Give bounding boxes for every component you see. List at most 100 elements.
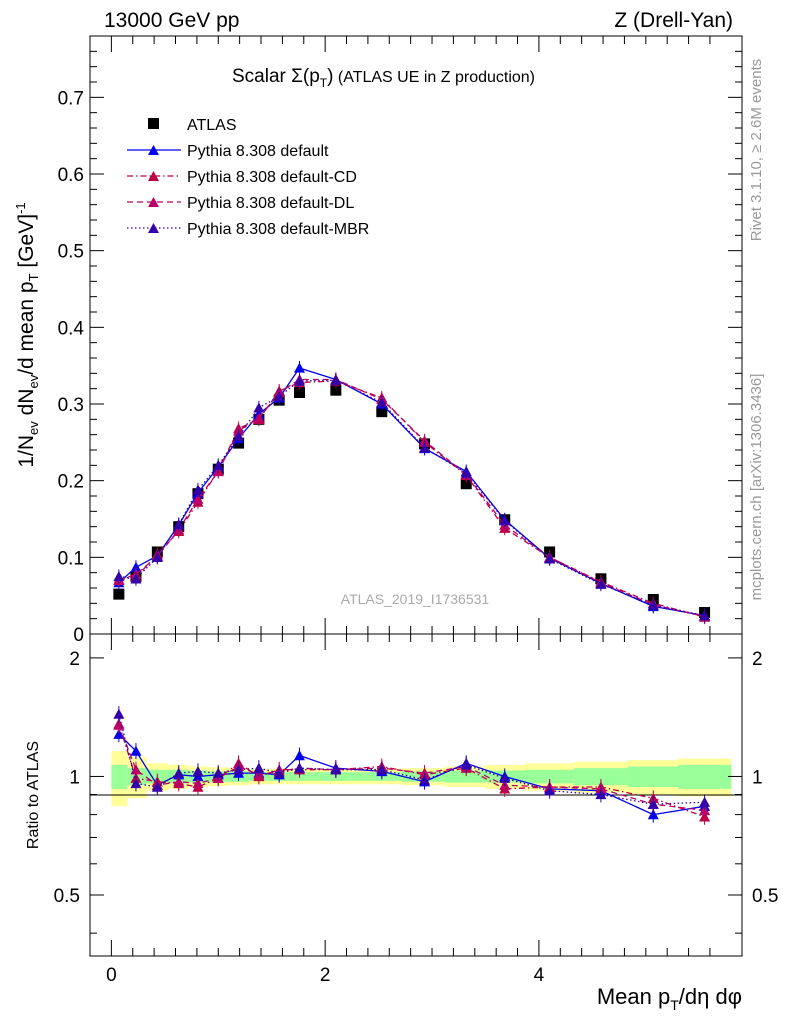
legend-marker-cd [148, 171, 159, 181]
marker-pythia-8-308-default-mbr [419, 442, 431, 453]
ratio-yticks: 0.5 0.5 1 1 2 2 [54, 649, 778, 934]
ratio-marker-pythia-8-308-default-mbr [595, 788, 607, 800]
band-green [310, 772, 363, 781]
ratio-xtick-label: 4 [534, 965, 545, 986]
legend-label-cd: Pythia 8.308 default-CD [187, 169, 357, 186]
point-atlas [330, 384, 342, 396]
legend-label-dl: Pythia 8.308 default-DL [187, 195, 354, 212]
ylabel-d: ev [26, 374, 41, 388]
ratio-marker-pythia-8-308-default [647, 809, 659, 820]
band-green [574, 768, 628, 786]
legend-entry-default: Pythia 8.308 default [127, 143, 329, 160]
marker-pythia-8-308-default [293, 362, 305, 373]
ratio-marker-pythia-8-308-default-mbr [151, 781, 163, 792]
line-pythia-8-308-default [118, 367, 705, 617]
ratio-marker-pythia-8-308-default-dl [130, 764, 142, 775]
point-atlas [460, 478, 472, 490]
main-ytick-label: 0.4 [58, 318, 85, 339]
marker-pythia-8-308-default-mbr [595, 578, 607, 589]
main-series [113, 360, 711, 625]
marker-pythia-8-308-default [130, 561, 142, 572]
main-xticks [110, 36, 711, 634]
marker-pythia-8-308-default-mbr [376, 396, 388, 408]
title-main: Scalar Σ(p [232, 66, 320, 87]
marker-pythia-8-308-default-mbr [192, 484, 204, 495]
ratio-marker-pythia-8-308-default-mbr [460, 759, 472, 770]
ratio-ylabel: Ratio to ATLAS [25, 741, 42, 849]
point-atlas [293, 387, 305, 398]
ratio-marker-pythia-8-308-default-mbr [419, 774, 431, 785]
marker-pythia-8-308-default-mbr [460, 467, 472, 478]
marker-pythia-8-308-default-mbr [699, 610, 711, 621]
ratio-xtick-label: 2 [320, 965, 331, 986]
main-ytick-label: 0.5 [58, 242, 84, 263]
band-green [111, 764, 128, 789]
title-close: ) [327, 66, 333, 87]
legend-marker-atlas [148, 118, 159, 129]
ratio-ytick-label-right: 0.5 [752, 886, 778, 907]
xlabel-a: Mean p [597, 984, 670, 1009]
band-green [627, 766, 678, 788]
ratio-xticks: 0 2 4 [106, 634, 711, 986]
marker-pythia-8-308-default-mbr [544, 553, 556, 564]
ratio-marker-pythia-8-308-default-mbr [499, 772, 511, 783]
band-green [362, 772, 403, 781]
ratio-marker-pythia-8-308-default-mbr [192, 765, 204, 777]
ratio-marker-pythia-8-308-default-mbr [130, 777, 142, 789]
ylabel-g: [GeV] [15, 214, 38, 274]
marker-pythia-8-308-default-dl [192, 493, 204, 504]
ratio-series [113, 706, 711, 825]
band-green [525, 769, 575, 784]
marker-pythia-8-308-default-mbr [173, 518, 185, 530]
ylabel-e: /d mean p [15, 281, 38, 374]
main-panel: 0 0.1 0.2 0.3 0.4 0.5 0.6 0.7 ATLAS_2019_I17365… [13, 35, 743, 646]
ratio-marker-pythia-8-308-default-mbr [293, 762, 305, 773]
band-green [677, 764, 732, 789]
legend-entry-cd: Pythia 8.308 default-CD [127, 169, 357, 186]
ratio-marker-pythia-8-308-default-mbr [212, 767, 224, 778]
main-title: Scalar Σ(pT) (ATLAS UE in Z production) [232, 66, 535, 90]
ratio-marker-pythia-8-308-default-mbr [233, 764, 245, 775]
line-pythia-8-308-default-dl [118, 378, 705, 618]
main-ytick-label: 0.6 [58, 165, 84, 186]
marker-pythia-8-308-default-mbr [113, 571, 125, 582]
legend-marker-dl [148, 197, 159, 207]
line-pythia-8-308-default-mbr [118, 379, 705, 617]
ratio-marker-pythia-8-308-default [130, 745, 142, 756]
ratio-marker-pythia-8-308-default-mbr [253, 762, 265, 773]
ratio-ytick-label: 0.5 [54, 886, 80, 907]
marker-pythia-8-308-default-mbr [273, 390, 285, 402]
main-yticks: 0 0.1 0.2 0.3 0.4 0.5 0.6 0.7 [58, 50, 742, 646]
point-atlas [113, 588, 125, 600]
band-green [444, 770, 486, 783]
marker-pythia-8-308-default-mbr [212, 459, 224, 471]
rivet-label: Rivet 3.1.10, ≥ 2.6M events [748, 59, 765, 242]
legend-entry-atlas: ATLAS [148, 117, 237, 134]
main-ytick-label: 0.2 [58, 472, 84, 493]
marker-pythia-8-308-default-mbr [253, 402, 265, 413]
marker-pythia-8-308-default-dl [419, 435, 431, 446]
legend-label-mbr: Pythia 8.308 default-MBR [187, 221, 369, 238]
ratio-marker-pythia-8-308-default-dl [173, 776, 185, 787]
ylabel-c: dN [15, 389, 38, 422]
ratio-marker-pythia-8-308-default-mbr [647, 798, 659, 809]
ratio-ytick-label-right: 1 [752, 767, 763, 788]
marker-pythia-8-308-default-mbr [233, 430, 245, 441]
main-ytick-label: 0.7 [58, 88, 84, 109]
ratio-xlabel: Mean pT/dη dφ [597, 984, 742, 1013]
legend-label-atlas: ATLAS [187, 117, 237, 134]
legend-entry-mbr: Pythia 8.308 default-MBR [127, 221, 369, 238]
marker-pythia-8-308-default-mbr [293, 375, 305, 386]
header-right: Z (Drell-Yan) [614, 9, 733, 32]
ratio-marker-pythia-8-308-default-mbr [544, 785, 556, 796]
legend-marker-default [148, 145, 159, 155]
main-ylabel: 1/Nev dNev/d mean pT [GeV]-1 [13, 202, 41, 467]
main-ytick-label: 0.3 [58, 395, 84, 416]
ratio-marker-pythia-8-308-default-mbr [376, 764, 388, 775]
main-ytick-label: 0.1 [58, 548, 84, 569]
marker-pythia-8-308-default-mbr [647, 599, 659, 610]
legend: ATLAS Pythia 8.308 default Pythia 8.308 … [127, 117, 369, 238]
ratio-xtick-label: 0 [106, 965, 117, 986]
line-pythia-8-308-default-cd [118, 380, 705, 618]
